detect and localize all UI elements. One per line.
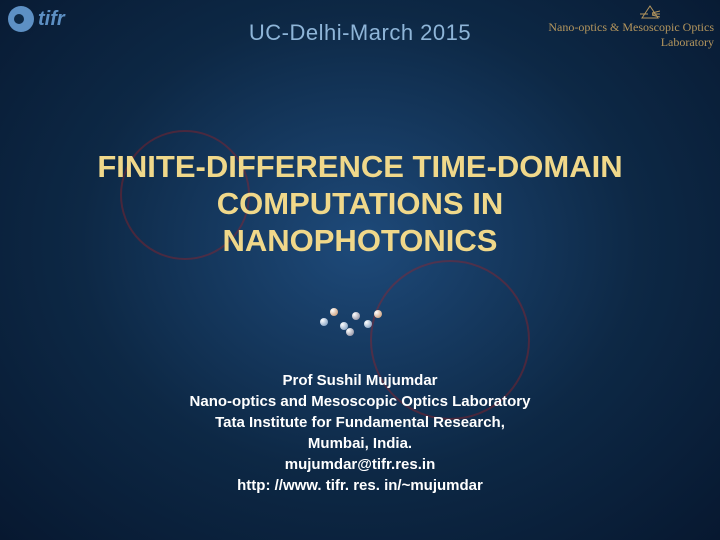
author-email: mujumdar@tifr.res.in (0, 454, 720, 475)
cluster-dot (320, 318, 328, 326)
header-right-lab: Nano-optics & Mesoscopic Optics Laborato… (524, 20, 714, 50)
cluster-dot (364, 320, 372, 328)
prism-icon (640, 4, 660, 20)
title-block: FINITE-DIFFERENCE TIME-DOMAIN COMPUTATIO… (0, 148, 720, 260)
atom-cluster-graphic (310, 300, 390, 340)
cluster-dot (352, 312, 360, 320)
cluster-dot (374, 310, 382, 318)
author-block: Prof Sushil Mujumdar Nano-optics and Mes… (0, 370, 720, 496)
title-line-2: COMPUTATIONS IN (0, 185, 720, 222)
author-institute: Tata Institute for Fundamental Research, (0, 412, 720, 433)
author-city: Mumbai, India. (0, 433, 720, 454)
author-url: http: //www. tifr. res. in/~mujumdar (0, 475, 720, 496)
title-line-3: NANOPHOTONICS (0, 222, 720, 259)
cluster-dot (330, 308, 338, 316)
author-name: Prof Sushil Mujumdar (0, 370, 720, 391)
author-lab: Nano-optics and Mesoscopic Optics Labora… (0, 391, 720, 412)
cluster-dot (346, 328, 354, 336)
title-line-1: FINITE-DIFFERENCE TIME-DOMAIN (0, 148, 720, 185)
